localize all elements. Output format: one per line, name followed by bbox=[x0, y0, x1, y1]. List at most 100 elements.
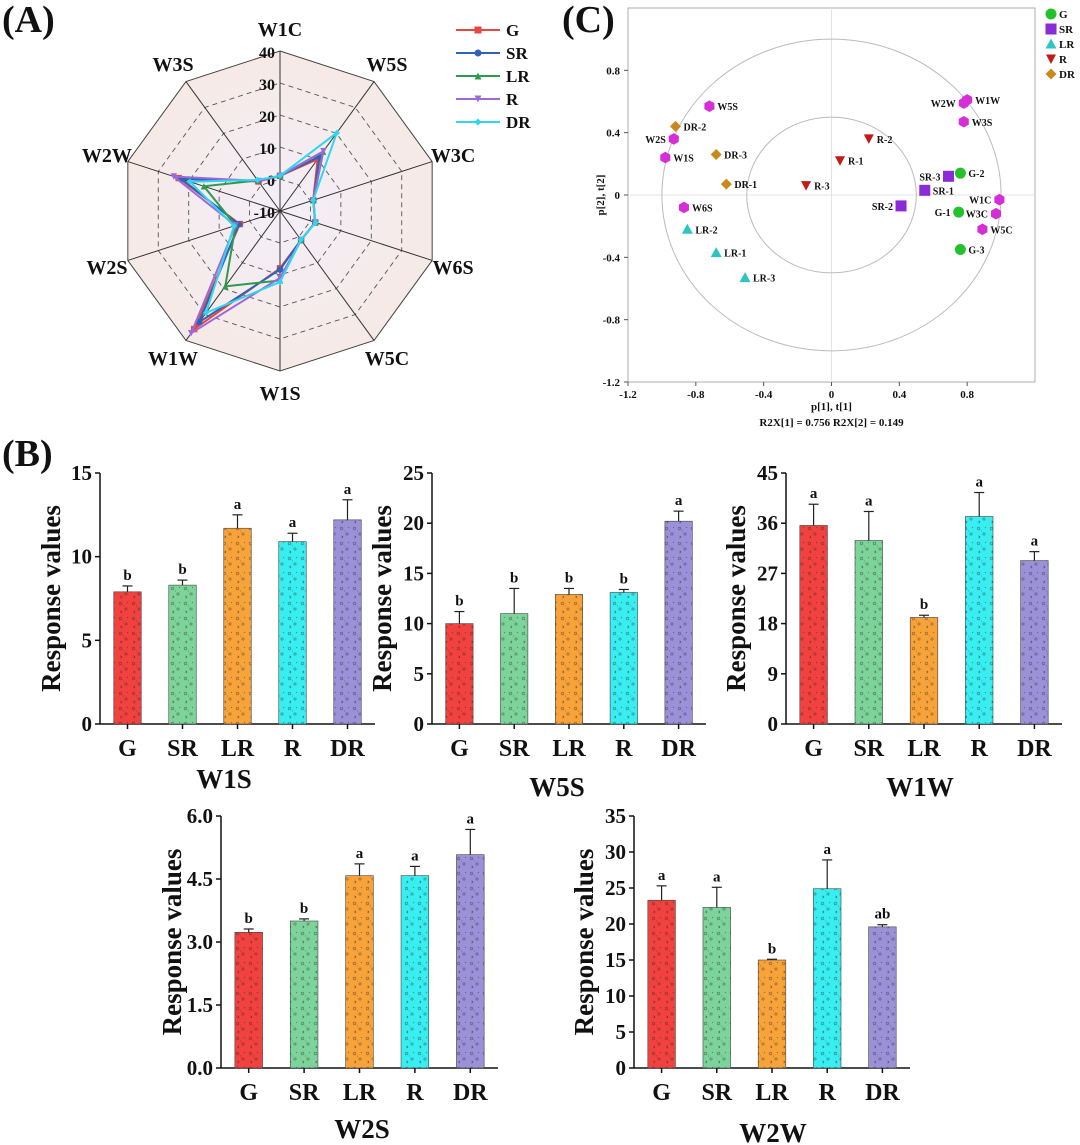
pca-point-label-w6s: W6S bbox=[692, 203, 713, 214]
pca-point-label-g-1: G-1 bbox=[935, 208, 951, 219]
bar-texture bbox=[610, 592, 638, 724]
pca-point-r-2 bbox=[863, 134, 874, 144]
significance-letter: a bbox=[344, 482, 352, 498]
pca-footnote: R2X[1] = 0.756 R2X[2] = 0.149 bbox=[759, 417, 904, 429]
y-tick-label: 6.0 bbox=[187, 804, 213, 828]
radar-point-dr bbox=[276, 172, 284, 179]
x-tick-label: LR bbox=[221, 736, 255, 762]
pca-point-label-w2w: W2W bbox=[931, 99, 956, 110]
significance-letter: b bbox=[123, 568, 131, 584]
significance-letter: b bbox=[245, 911, 253, 927]
y-tick-label: 10 bbox=[605, 984, 626, 1008]
radar-point-dr bbox=[186, 178, 194, 185]
bar-texture bbox=[868, 926, 897, 1068]
bar-chart-w1w: 0 9 18 27 36 45 a Ga SR b LR a Ra DR Response values W1… bbox=[721, 461, 1062, 802]
radar-spoke bbox=[279, 210, 375, 341]
radar-tick-label: -10 bbox=[254, 205, 275, 222]
chart-title-w2s: W2S bbox=[334, 1114, 390, 1144]
y-tick-label: 15 bbox=[605, 948, 626, 972]
radar-point-r bbox=[276, 274, 284, 282]
bar-chart-w2s: 0.0 1.5 3.0 4.5 6.0 b Gb SR a LR a Ra DR Response val… bbox=[157, 804, 498, 1144]
panel-label-c: (C) bbox=[562, 0, 615, 41]
bar-texture bbox=[445, 623, 474, 724]
y-tick-label: 15 bbox=[403, 561, 424, 585]
pca-point-w3s bbox=[958, 115, 969, 128]
pca-point-g-3 bbox=[954, 244, 966, 256]
y-axis-title: Response values bbox=[569, 849, 599, 1036]
bar-chart-w2w: 0 5 10 15 20 25 30 35 a Ga SR b LR a Rab DR Response val… bbox=[569, 804, 910, 1145]
bar-texture bbox=[758, 960, 786, 1068]
y-tick-label: 45 bbox=[757, 461, 778, 485]
radar-legend-label: SR bbox=[506, 44, 528, 63]
y-tick-label: 0.0 bbox=[187, 1056, 213, 1080]
y-tick-label: 10 bbox=[71, 545, 92, 569]
radar-grid-ring bbox=[249, 178, 311, 244]
y-tick-label: 35 bbox=[605, 804, 626, 828]
radar-tick-label: 40 bbox=[259, 45, 275, 62]
bar-texture bbox=[813, 888, 841, 1068]
bar-charts: 0 5 10 15 b Gb SR a LR a Ra DR Response values W1S 0 5 1… bbox=[36, 461, 1062, 1145]
radar-axis-label: W6S bbox=[433, 257, 474, 279]
pca-point-label-w3s: W3S bbox=[972, 118, 993, 129]
x-tick-label: DR bbox=[1017, 736, 1052, 762]
pca-point-label-w3c: W3C bbox=[966, 210, 988, 221]
bar-texture bbox=[1020, 560, 1049, 724]
radar-legend-marker bbox=[474, 49, 482, 57]
pca-point-w2s bbox=[668, 133, 679, 145]
x-tick-label: DR bbox=[865, 1080, 900, 1106]
x-tick-label: SR bbox=[167, 736, 198, 762]
radar-spoke bbox=[185, 81, 281, 212]
radar-point-dr bbox=[312, 219, 319, 226]
significance-letter: b bbox=[455, 594, 463, 610]
pca-legend-marker-sr bbox=[1045, 23, 1057, 35]
y-tick-label: 0 bbox=[768, 712, 779, 736]
pca-point-w1s bbox=[660, 151, 671, 164]
x-tick-label: LR bbox=[343, 1080, 377, 1106]
radar-point-r bbox=[170, 173, 177, 180]
y-tick-label: 20 bbox=[403, 511, 424, 535]
x-tick-label: LR bbox=[755, 1080, 789, 1106]
pca-x-tick-label: 0 bbox=[829, 389, 835, 401]
pca-point-sr-3 bbox=[943, 170, 955, 182]
pca-legend-label-sr: SR bbox=[1059, 24, 1074, 36]
significance-letter: ab bbox=[874, 907, 890, 923]
bar-texture bbox=[910, 617, 938, 724]
pca-legend-label-dr: DR bbox=[1059, 69, 1076, 81]
pca-y-tick-label: -1.2 bbox=[603, 377, 621, 389]
bar-texture bbox=[234, 932, 263, 1068]
significance-letter: a bbox=[810, 486, 818, 502]
pca-legend-marker-g bbox=[1045, 8, 1057, 20]
radar-point-g bbox=[314, 156, 321, 163]
significance-letter: b bbox=[565, 570, 573, 586]
pca-y-axis-title: p[2], t[2] bbox=[595, 175, 607, 216]
y-tick-label: 30 bbox=[605, 840, 626, 864]
bar-texture bbox=[113, 591, 142, 724]
y-tick-label: 5 bbox=[414, 662, 425, 686]
x-tick-label: G bbox=[804, 736, 823, 762]
pca-legend-marker-dr bbox=[1045, 68, 1057, 80]
radar-spoke bbox=[279, 161, 433, 212]
x-tick-label: G bbox=[239, 1080, 258, 1106]
radar-point-dr bbox=[309, 197, 317, 204]
pca-x-tick-label: -0.4 bbox=[755, 389, 773, 401]
radar-legend-label: LR bbox=[506, 67, 530, 86]
pca-point-label-r-3: R-3 bbox=[814, 182, 830, 193]
radar-point-dr bbox=[297, 236, 305, 243]
pca-point-dr-1 bbox=[720, 178, 732, 190]
radar-tick-label: 20 bbox=[259, 109, 275, 126]
radar-legend-label: R bbox=[506, 90, 519, 109]
x-tick-label: LR bbox=[907, 736, 941, 762]
radar-point-dr bbox=[230, 222, 238, 230]
radar-grid-ring bbox=[218, 146, 342, 276]
chart-title-w1s: W1S bbox=[196, 764, 252, 794]
y-tick-label: 9 bbox=[768, 662, 779, 686]
pca-point-label-w2s: W2S bbox=[645, 135, 666, 146]
pca-legend-marker-r bbox=[1046, 54, 1056, 64]
bar-texture bbox=[278, 541, 307, 724]
significance-letter: a bbox=[658, 868, 666, 884]
bar-texture bbox=[401, 875, 429, 1068]
pca-point-label-w5c: W5C bbox=[990, 225, 1012, 236]
pca-point-g-2 bbox=[954, 167, 966, 179]
radar-grid-ring bbox=[157, 82, 403, 340]
